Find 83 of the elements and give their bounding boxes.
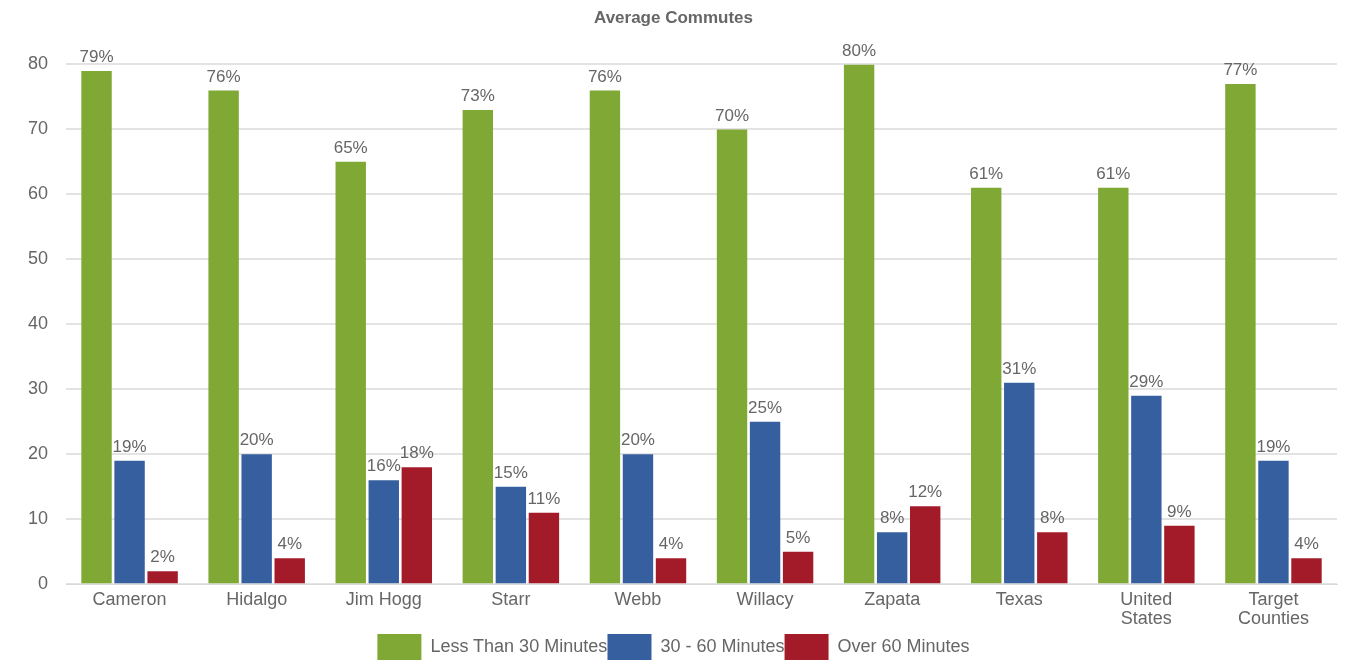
data-label: 76% [587, 66, 622, 86]
bar [1258, 460, 1289, 584]
data-label: 11% [527, 488, 561, 508]
bar [589, 90, 621, 584]
bar [843, 64, 875, 584]
bar [1291, 558, 1322, 584]
y-tick-label: 40 [27, 313, 49, 334]
legend-label: Over 60 Minutes [837, 635, 970, 656]
data-label: 79% [79, 47, 114, 67]
data-label: 16% [366, 456, 401, 476]
data-label: 19% [112, 436, 147, 456]
data-label: 77% [1223, 60, 1258, 80]
bar [1098, 187, 1129, 584]
data-label: 61% [1096, 164, 1131, 184]
data-label: 25% [748, 397, 783, 417]
legend-label: 30 - 60 Minutes [660, 635, 785, 656]
bar [1164, 525, 1195, 584]
data-label: 4% [658, 534, 684, 554]
bar [147, 571, 178, 584]
data-label: 65% [333, 138, 368, 158]
y-tick-label: 60 [27, 183, 49, 204]
x-tick-label: Webb [614, 588, 662, 609]
data-label: 70% [715, 105, 750, 125]
data-label: 12% [908, 482, 943, 502]
bar [401, 467, 433, 584]
x-tick-label: Zapata [864, 588, 922, 609]
data-label: 4% [277, 534, 302, 554]
data-label: 4% [1294, 534, 1319, 554]
x-tick-label: Cameron [92, 588, 167, 609]
data-label: 20% [620, 430, 655, 450]
y-tick-label: 70 [27, 118, 49, 139]
x-tick-label: Hidalgo [226, 588, 288, 609]
bar [495, 486, 527, 584]
bar [274, 558, 305, 584]
data-label: 80% [842, 40, 877, 60]
data-label: 8% [1040, 508, 1065, 528]
bar [368, 480, 399, 584]
bar [1004, 382, 1035, 584]
bar [782, 551, 814, 584]
bar [749, 421, 781, 584]
data-label: 29% [1129, 371, 1164, 391]
bar [208, 90, 239, 584]
legend-label: Less Than 30 Minutes [430, 635, 608, 656]
x-tick-label: United States [1120, 588, 1173, 628]
x-tick-label: Jim Hogg [345, 588, 422, 609]
bar [335, 161, 366, 584]
bar [241, 454, 272, 584]
data-label: 2% [150, 547, 175, 567]
data-label: 15% [493, 462, 528, 482]
bar [114, 460, 145, 584]
bar [910, 506, 941, 584]
data-label: 20% [239, 430, 274, 450]
data-label: 31% [1002, 358, 1037, 378]
bar [971, 187, 1002, 584]
y-tick-label: 50 [27, 248, 49, 269]
data-label: 5% [785, 527, 811, 547]
data-label: 73% [460, 86, 495, 106]
y-tick-label: 80 [27, 53, 49, 74]
data-label: 18% [399, 443, 434, 463]
bar [655, 558, 687, 584]
data-label: 8% [879, 508, 905, 528]
bar [876, 532, 908, 584]
y-tick-label: 20 [27, 443, 49, 464]
data-label: 9% [1167, 501, 1192, 521]
bar [528, 512, 560, 584]
y-tick-label: 30 [27, 378, 49, 399]
bar [716, 129, 748, 584]
x-tick-label: Target Counties [1237, 588, 1309, 628]
bar [1037, 532, 1068, 584]
y-tick-label: 0 [38, 573, 49, 594]
chart-title: Average Commutes [593, 7, 754, 27]
data-label: 76% [206, 66, 241, 86]
y-tick-label: 10 [27, 508, 49, 529]
bar [81, 70, 112, 584]
x-tick-label: Willacy [736, 588, 794, 609]
bar [1225, 83, 1256, 584]
bar [1131, 395, 1162, 584]
data-label: 61% [969, 164, 1004, 184]
x-tick-label: Starr [491, 588, 531, 609]
data-label: 19% [1256, 436, 1291, 456]
bar [622, 454, 654, 584]
bar [462, 109, 494, 584]
x-tick-label: Texas [995, 588, 1043, 609]
